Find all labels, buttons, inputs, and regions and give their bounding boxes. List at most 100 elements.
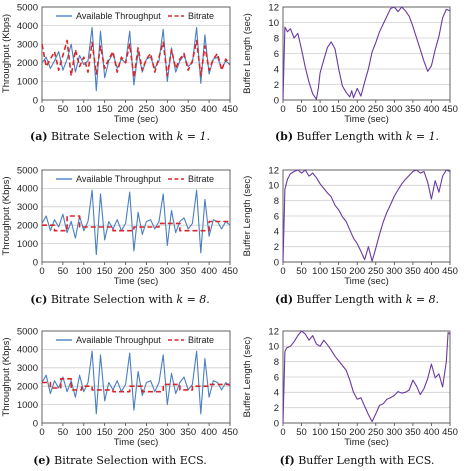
x-tick-label: 250 (139, 104, 155, 115)
caption-b-tag: (b) (274, 130, 294, 143)
x-tick-label: 300 (386, 427, 402, 438)
x-tick-label: 0 (280, 104, 285, 115)
x-tick-label: 250 (368, 104, 384, 115)
x-tick-label: 200 (118, 427, 134, 438)
x-tick-label: 50 (58, 266, 69, 277)
x-tick-label: 450 (442, 266, 458, 277)
chart-d: 0 2 4 6 8 10 12 0 50 100 150 200 250 300 350 400 450 Time… (242, 165, 458, 287)
y-axis-label: Buffer Length (sec) (242, 176, 253, 257)
y-axis-label: Buffer Length (sec) (242, 337, 253, 418)
x-tick-label: 300 (159, 427, 175, 438)
y-tick-label: 2 (274, 80, 279, 91)
plot-frame (41, 330, 231, 424)
series-line-bitrate (41, 39, 231, 79)
x-axis-label: Time (sec) (114, 114, 159, 125)
x-tick-label: 150 (331, 104, 347, 115)
x-tick-label: 450 (222, 104, 238, 115)
caption-e: (e) Bitrate Selection with ECS. (0, 454, 240, 467)
x-tick-label: 100 (76, 427, 92, 438)
legend-box (50, 9, 222, 23)
x-tick-label: 450 (442, 104, 458, 115)
x-tick-label: 50 (296, 104, 307, 115)
caption-c-text: Bitrate Selection with (50, 293, 173, 306)
y-tick-label: 6 (274, 211, 279, 222)
x-tick-label: 400 (424, 427, 440, 438)
x-tick-label: 150 (97, 104, 113, 115)
caption-c-math: k = 8. (176, 293, 210, 306)
y-tick-label: 4000 (17, 184, 38, 195)
x-tick-label: 450 (222, 266, 238, 277)
x-axis-label: Time (sec) (114, 437, 159, 448)
x-tick-label: 0 (39, 266, 44, 277)
x-tick-label: 100 (312, 104, 328, 115)
x-axis-label: Time (sec) (344, 114, 389, 125)
y-tick-label: 12 (268, 165, 279, 176)
x-tick-label: 50 (296, 427, 307, 438)
x-tick-label: 150 (331, 427, 347, 438)
series-line-buffer-length (282, 6, 451, 101)
legend-label-bitrate: Bitrate (188, 174, 214, 184)
legend-box (50, 172, 222, 186)
y-tick-label: 5000 (17, 165, 38, 176)
series-line-available-throughput (41, 189, 231, 256)
legend-label-bitrate: Bitrate (188, 11, 214, 21)
y-tick-label: 2000 (17, 382, 38, 393)
y-tick-label: 5000 (17, 326, 38, 337)
y-tick-label: 8 (274, 196, 279, 207)
y-axis-label: Buffer Length (sec) (242, 13, 253, 94)
y-tick-label: 1000 (17, 77, 38, 88)
y-tick-label: 4 (274, 227, 279, 238)
caption-a-tag: (a) (29, 130, 48, 143)
y-tick-label: 0 (274, 257, 279, 268)
y-axis-label: Throughput (Kbps) (1, 176, 12, 255)
y-axis-label: Throughput (Kbps) (1, 14, 12, 93)
series-line-available-throughput (41, 350, 231, 415)
x-tick-label: 50 (296, 266, 307, 277)
x-tick-label: 250 (139, 427, 155, 438)
legend-label-throughput: Available Throughput (76, 335, 161, 345)
x-tick-label: 350 (405, 427, 421, 438)
chart-f: 0 2 4 6 8 10 12 0 50 100 150 200 250 300 350 400 450 Time… (242, 326, 458, 448)
y-tick-label: 4 (274, 64, 279, 75)
x-tick-label: 400 (201, 104, 217, 115)
x-tick-label: 50 (58, 104, 69, 115)
y-tick-label: 12 (268, 2, 279, 13)
x-axis-label: Time (sec) (344, 276, 389, 287)
y-tick-label: 0 (33, 95, 38, 106)
legend: Available Throughput Bitrate (50, 172, 222, 186)
x-tick-label: 0 (280, 266, 285, 277)
caption-c-tag: (c) (30, 293, 48, 306)
caption-a-text: Bitrate Selection with (51, 130, 174, 143)
caption-d-tag: (d) (274, 293, 294, 306)
x-tick-label: 250 (368, 266, 384, 277)
x-tick-label: 150 (97, 266, 113, 277)
x-tick-label: 300 (386, 104, 402, 115)
y-tick-label: 6 (274, 49, 279, 60)
y-tick-label: 10 (268, 181, 279, 192)
x-tick-label: 0 (39, 427, 44, 438)
x-tick-label: 450 (222, 427, 238, 438)
y-tick-label: 2 (274, 242, 279, 253)
legend-label-throughput: Available Throughput (76, 11, 161, 21)
x-tick-label: 200 (349, 104, 365, 115)
x-tick-label: 150 (331, 266, 347, 277)
series-line-buffer-length (282, 330, 451, 424)
x-tick-label: 400 (424, 104, 440, 115)
x-axis-label: Time (sec) (114, 276, 159, 287)
caption-b-math: k = 1. (405, 130, 440, 143)
x-tick-label: 350 (405, 266, 421, 277)
x-tick-label: 200 (349, 266, 365, 277)
x-tick-label: 0 (280, 427, 285, 438)
series-line-available-throughput (41, 26, 231, 92)
x-tick-label: 100 (76, 266, 92, 277)
y-axis-label: Throughput (Kbps) (1, 337, 12, 416)
y-tick-label: 1000 (17, 400, 38, 411)
x-tick-label: 300 (159, 104, 175, 115)
y-tick-label: 3000 (17, 202, 38, 213)
legend-label-bitrate: Bitrate (188, 335, 214, 345)
plot-frame (41, 169, 231, 263)
x-tick-label: 200 (118, 104, 134, 115)
legend-label-throughput: Available Throughput (76, 174, 161, 184)
y-tick-label: 12 (268, 326, 279, 337)
caption-f-tag: (f) (279, 454, 295, 467)
